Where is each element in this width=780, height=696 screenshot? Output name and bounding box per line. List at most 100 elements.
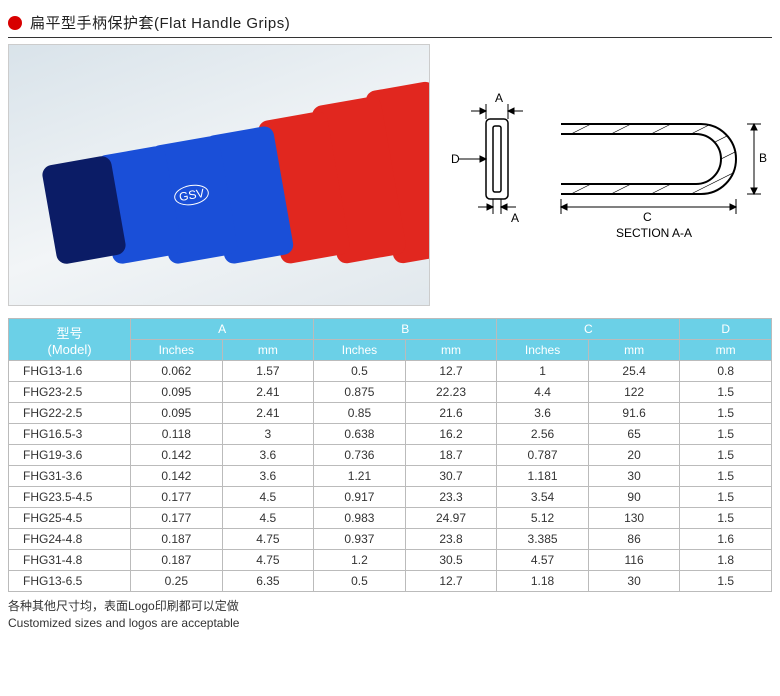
cell-value: 0.736 bbox=[314, 445, 406, 466]
cell-value: 1.6 bbox=[680, 529, 772, 550]
cell-value: 1.181 bbox=[497, 466, 589, 487]
table-row: FHG13-1.60.0621.570.512.7125.40.8 bbox=[9, 361, 772, 382]
table-row: FHG24-4.80.1874.750.93723.83.385861.6 bbox=[9, 529, 772, 550]
cell-value: 30 bbox=[588, 571, 680, 592]
cell-value: 12.7 bbox=[405, 361, 497, 382]
cell-value: 0.5 bbox=[314, 571, 406, 592]
cell-value: 0.062 bbox=[131, 361, 223, 382]
sub-3: mm bbox=[405, 340, 497, 361]
cell-value: 3.6 bbox=[222, 445, 314, 466]
sub-4: Inches bbox=[497, 340, 589, 361]
cell-value: 20 bbox=[588, 445, 680, 466]
cell-value: 30 bbox=[588, 466, 680, 487]
cell-value: 30.5 bbox=[405, 550, 497, 571]
cell-value: 0.787 bbox=[497, 445, 589, 466]
cell-value: 0.937 bbox=[314, 529, 406, 550]
cell-value: 1.8 bbox=[680, 550, 772, 571]
title-row: 扁平型手柄保护套(Flat Handle Grips) bbox=[8, 8, 772, 38]
footnote: 各种其他尺寸均，表面Logo印刷都可以定做 Customized sizes a… bbox=[8, 598, 772, 632]
label-section: SECTION A-A bbox=[616, 226, 692, 240]
cell-model: FHG22-2.5 bbox=[9, 403, 131, 424]
cell-value: 90 bbox=[588, 487, 680, 508]
cell-value: 4.57 bbox=[497, 550, 589, 571]
cell-value: 0.095 bbox=[131, 403, 223, 424]
sub-6: mm bbox=[680, 340, 772, 361]
cell-value: 23.3 bbox=[405, 487, 497, 508]
cell-value: 91.6 bbox=[588, 403, 680, 424]
top-section: GSV A A D bbox=[8, 44, 772, 306]
cell-value: 0.118 bbox=[131, 424, 223, 445]
cell-value: 0.142 bbox=[131, 466, 223, 487]
table-row: FHG19-3.60.1423.60.73618.70.787201.5 bbox=[9, 445, 772, 466]
cell-value: 3.385 bbox=[497, 529, 589, 550]
cell-model: FHG25-4.5 bbox=[9, 508, 131, 529]
cell-value: 0.142 bbox=[131, 445, 223, 466]
col-A: A bbox=[131, 319, 314, 340]
table-header: 型号 (Model) A B C D Inches mm Inches mm I… bbox=[9, 319, 772, 361]
cell-value: 0.983 bbox=[314, 508, 406, 529]
cell-model: FHG19-3.6 bbox=[9, 445, 131, 466]
cell-value: 25.4 bbox=[588, 361, 680, 382]
cell-value: 0.177 bbox=[131, 508, 223, 529]
cell-value: 2.41 bbox=[222, 403, 314, 424]
table-row: FHG16.5-30.11830.63816.22.56651.5 bbox=[9, 424, 772, 445]
cell-value: 5.12 bbox=[497, 508, 589, 529]
cell-value: 116 bbox=[588, 550, 680, 571]
cell-value: 86 bbox=[588, 529, 680, 550]
cell-value: 0.187 bbox=[131, 550, 223, 571]
cell-value: 18.7 bbox=[405, 445, 497, 466]
cell-model: FHG13-6.5 bbox=[9, 571, 131, 592]
cell-value: 3 bbox=[222, 424, 314, 445]
cell-value: 65 bbox=[588, 424, 680, 445]
table-row: FHG31-3.60.1423.61.2130.71.181301.5 bbox=[9, 466, 772, 487]
table-row: FHG31-4.80.1874.751.230.54.571161.8 bbox=[9, 550, 772, 571]
cell-value: 1.5 bbox=[680, 424, 772, 445]
cell-value: 1.5 bbox=[680, 508, 772, 529]
cell-model: FHG23.5-4.5 bbox=[9, 487, 131, 508]
cell-value: 4.5 bbox=[222, 487, 314, 508]
page-title: 扁平型手柄保护套(Flat Handle Grips) bbox=[30, 12, 290, 33]
label-D: D bbox=[451, 152, 460, 166]
dimension-diagram: A A D bbox=[450, 64, 772, 264]
cell-value: 1.2 bbox=[314, 550, 406, 571]
label-A-top: A bbox=[495, 91, 503, 105]
table-row: FHG13-6.50.256.350.512.71.18301.5 bbox=[9, 571, 772, 592]
cell-value: 3.6 bbox=[497, 403, 589, 424]
cell-value: 30.7 bbox=[405, 466, 497, 487]
cell-value: 0.875 bbox=[314, 382, 406, 403]
col-B: B bbox=[314, 319, 497, 340]
footnote-en: Customized sizes and logos are acceptabl… bbox=[8, 615, 772, 632]
cell-value: 130 bbox=[588, 508, 680, 529]
cell-value: 1.5 bbox=[680, 445, 772, 466]
cell-value: 23.8 bbox=[405, 529, 497, 550]
label-A-bottom: A bbox=[511, 211, 519, 225]
cell-value: 1.18 bbox=[497, 571, 589, 592]
sub-1: mm bbox=[222, 340, 314, 361]
cell-value: 3.6 bbox=[222, 466, 314, 487]
label-C: C bbox=[643, 210, 652, 224]
cell-value: 22.23 bbox=[405, 382, 497, 403]
cell-value: 1.5 bbox=[680, 403, 772, 424]
label-B: B bbox=[759, 151, 767, 165]
bullet-icon bbox=[8, 16, 22, 30]
cell-value: 24.97 bbox=[405, 508, 497, 529]
cell-model: FHG16.5-3 bbox=[9, 424, 131, 445]
sub-0: Inches bbox=[131, 340, 223, 361]
cell-value: 12.7 bbox=[405, 571, 497, 592]
cell-value: 1.5 bbox=[680, 571, 772, 592]
cell-value: 6.35 bbox=[222, 571, 314, 592]
cell-value: 1.5 bbox=[680, 382, 772, 403]
cell-value: 122 bbox=[588, 382, 680, 403]
cell-model: FHG31-3.6 bbox=[9, 466, 131, 487]
cell-value: 16.2 bbox=[405, 424, 497, 445]
cell-model: FHG31-4.8 bbox=[9, 550, 131, 571]
cell-value: 4.75 bbox=[222, 550, 314, 571]
cell-value: 0.187 bbox=[131, 529, 223, 550]
product-photo: GSV bbox=[8, 44, 430, 306]
cell-value: 1.57 bbox=[222, 361, 314, 382]
cell-value: 1.5 bbox=[680, 466, 772, 487]
cell-value: 0.5 bbox=[314, 361, 406, 382]
cell-value: 0.177 bbox=[131, 487, 223, 508]
cell-value: 2.56 bbox=[497, 424, 589, 445]
footnote-zh: 各种其他尺寸均，表面Logo印刷都可以定做 bbox=[8, 598, 772, 615]
